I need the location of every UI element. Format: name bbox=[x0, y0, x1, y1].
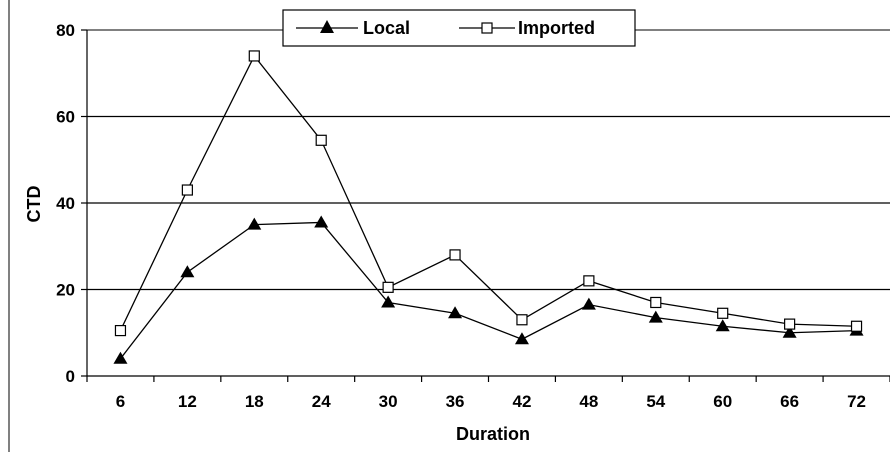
legend: Local Imported bbox=[282, 9, 636, 47]
legend-item-local: Local bbox=[296, 18, 410, 38]
x-tick-label: 24 bbox=[312, 392, 331, 411]
data-point-imported bbox=[449, 249, 461, 261]
y-axis-ticks: 0 20 40 60 80 bbox=[56, 21, 87, 386]
data-point-local bbox=[581, 297, 596, 310]
data-point-imported bbox=[850, 320, 863, 332]
data-point-imported bbox=[516, 314, 528, 326]
data-point-local bbox=[715, 319, 730, 332]
y-tick-label: 60 bbox=[56, 108, 75, 127]
data-point-imported bbox=[315, 134, 327, 146]
data-point-imported bbox=[650, 296, 662, 309]
y-tick-label: 0 bbox=[66, 367, 75, 386]
x-tick-label: 48 bbox=[579, 392, 598, 411]
data-point-local bbox=[113, 351, 128, 364]
data-point-local bbox=[381, 295, 396, 308]
data-point-imported bbox=[114, 324, 127, 337]
x-tick-label: 72 bbox=[847, 392, 866, 411]
series-line-imported bbox=[119, 54, 857, 331]
x-tick-label: 66 bbox=[780, 392, 799, 411]
x-tick-label: 54 bbox=[646, 392, 665, 411]
data-point-local bbox=[448, 306, 463, 319]
data-point-imported bbox=[382, 281, 394, 293]
data-point-local bbox=[514, 332, 529, 345]
series-layer bbox=[113, 50, 864, 364]
data-point-imported bbox=[717, 307, 729, 319]
legend-label-imported: Imported bbox=[518, 18, 595, 38]
legend-item-imported: Imported bbox=[459, 18, 595, 38]
x-tick-label: 36 bbox=[446, 392, 465, 411]
y-tick-label: 20 bbox=[56, 281, 75, 300]
data-point-imported bbox=[784, 318, 796, 330]
data-point-imported bbox=[248, 50, 260, 62]
data-point-local bbox=[247, 217, 262, 230]
data-point-local bbox=[648, 310, 663, 323]
square-marker-icon bbox=[481, 22, 493, 34]
x-axis-title: Duration bbox=[456, 424, 530, 444]
y-tick-label: 40 bbox=[56, 194, 75, 213]
data-point-imported bbox=[583, 275, 595, 287]
series-line-local bbox=[119, 221, 857, 360]
x-tick-label: 18 bbox=[245, 392, 264, 411]
y-tick-label: 80 bbox=[56, 21, 75, 40]
data-point-local bbox=[314, 215, 329, 228]
data-point-imported bbox=[181, 184, 193, 196]
x-tick-label: 30 bbox=[379, 392, 398, 411]
data-point-local bbox=[180, 265, 195, 278]
gridlines bbox=[87, 29, 890, 291]
x-tick-label: 6 bbox=[116, 392, 125, 411]
y-axis-title: CTD bbox=[24, 186, 44, 223]
triangle-marker-icon bbox=[320, 20, 334, 33]
x-tick-label: 12 bbox=[178, 392, 197, 411]
data-point-local bbox=[782, 325, 797, 338]
x-tick-label: 42 bbox=[512, 392, 531, 411]
x-axis-ticks: 6 12 18 24 30 36 42 48 54 60 66 72 bbox=[86, 376, 890, 411]
x-tick-label: 60 bbox=[713, 392, 732, 411]
legend-label-local: Local bbox=[363, 18, 410, 38]
